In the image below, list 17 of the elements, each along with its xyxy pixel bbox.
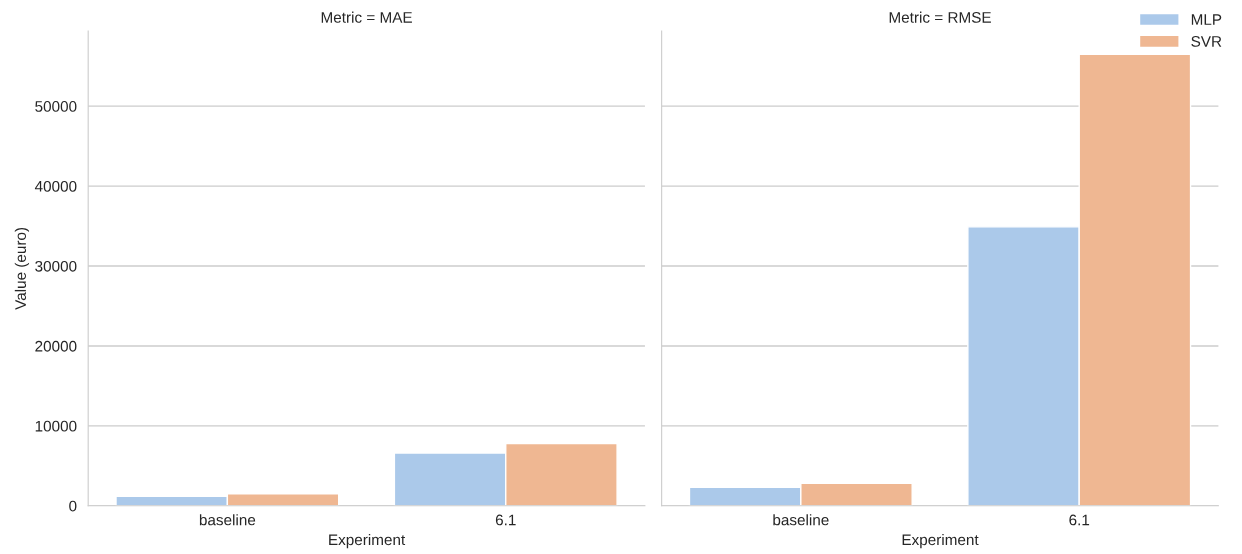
y-tick-label: 30000 xyxy=(35,260,77,272)
y-tick-label: 50000 xyxy=(35,101,77,112)
y-axis-title: Value (euro) xyxy=(14,227,30,310)
chart-title: Metric = MAE xyxy=(321,11,412,23)
x-tick-label: 6.1 xyxy=(1069,514,1090,526)
y-tick-label: 40000 xyxy=(34,180,77,192)
legend-label: SVR xyxy=(1191,36,1222,47)
y-tick-label: 10000 xyxy=(35,420,77,432)
y-tick-label: 0 xyxy=(69,500,77,512)
chart-title: Metric = RMSE xyxy=(889,11,991,23)
x-axis-title: Experiment xyxy=(329,533,406,549)
x-tick-label: 6.1 xyxy=(495,514,516,526)
x-axis-title: Experiment xyxy=(902,533,979,549)
y-tick-label: 20000 xyxy=(35,340,77,352)
x-tick-label: baseline xyxy=(199,514,256,526)
x-tick-label: baseline xyxy=(773,514,829,526)
legend-label: MLP xyxy=(1191,14,1222,25)
